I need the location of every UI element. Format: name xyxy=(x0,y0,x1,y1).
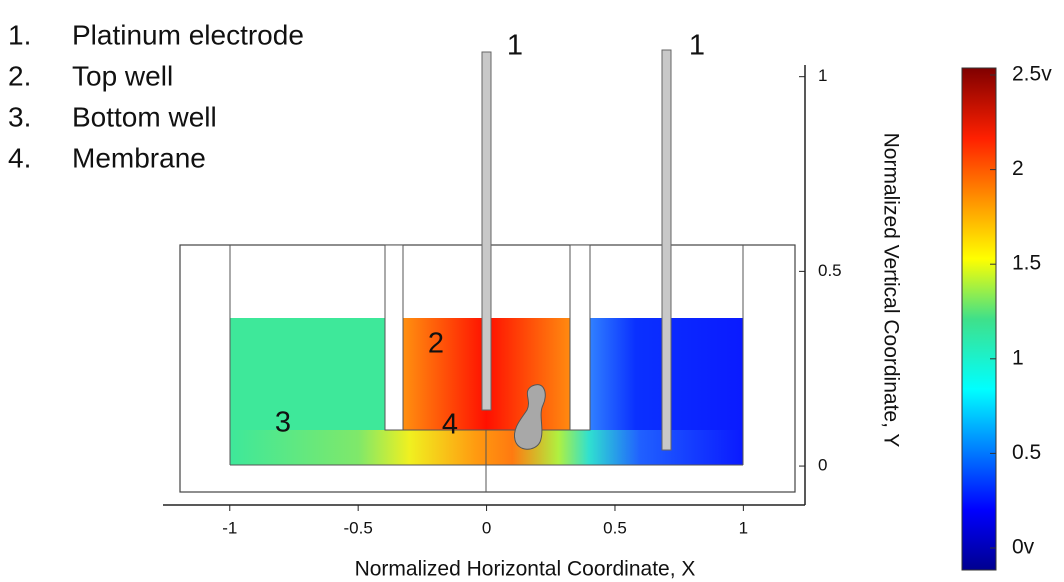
x-tick-label: -1 xyxy=(222,518,237,537)
legend-number: 1. xyxy=(8,19,31,50)
y-tick-label: 0 xyxy=(818,456,827,475)
annotation: 2 xyxy=(428,328,444,360)
annotation: 1 xyxy=(507,30,523,62)
legend-text: Top well xyxy=(72,60,173,91)
device xyxy=(179,49,796,493)
x-tick-label: 1 xyxy=(739,518,748,537)
colorbar-tick-label: 0v xyxy=(1012,536,1035,559)
colorbar-tick-label: 1.5 xyxy=(1012,252,1041,275)
legend-number: 4. xyxy=(8,142,31,173)
colorbar-tick-label: 0.5 xyxy=(1012,441,1041,464)
annotation: 1 xyxy=(689,30,705,62)
x-tick-label: -0.5 xyxy=(344,518,373,537)
legend-text: Platinum electrode xyxy=(72,19,304,50)
y-tick-label: 0.5 xyxy=(818,261,842,280)
legend-text: Membrane xyxy=(72,142,206,173)
annotation: 4 xyxy=(442,409,458,441)
electrode xyxy=(481,51,492,411)
colorbar-tick-label: 2 xyxy=(1012,157,1024,180)
y-tick-label: 1 xyxy=(818,66,827,85)
electrode xyxy=(661,49,672,451)
insert-wall xyxy=(569,244,591,431)
legend-text: Bottom well xyxy=(72,101,217,132)
x-tick-label: 0 xyxy=(482,518,491,537)
legend-number: 2. xyxy=(8,60,31,91)
colorbar-tick-label: 2.5v xyxy=(1012,63,1052,86)
x-axis-label: Normalized Horizontal Coordinate, X xyxy=(355,558,696,581)
insert-wall xyxy=(384,244,404,431)
x-tick-label: 0.5 xyxy=(603,518,627,537)
membrane xyxy=(513,384,546,450)
annotation: 3 xyxy=(275,407,291,439)
colorbar xyxy=(961,67,997,571)
y-axis-label: Normalized Vertical Coordinate, Y xyxy=(879,133,902,448)
colorbar-tick-label: 1 xyxy=(1012,346,1024,369)
legend-number: 3. xyxy=(8,101,31,132)
